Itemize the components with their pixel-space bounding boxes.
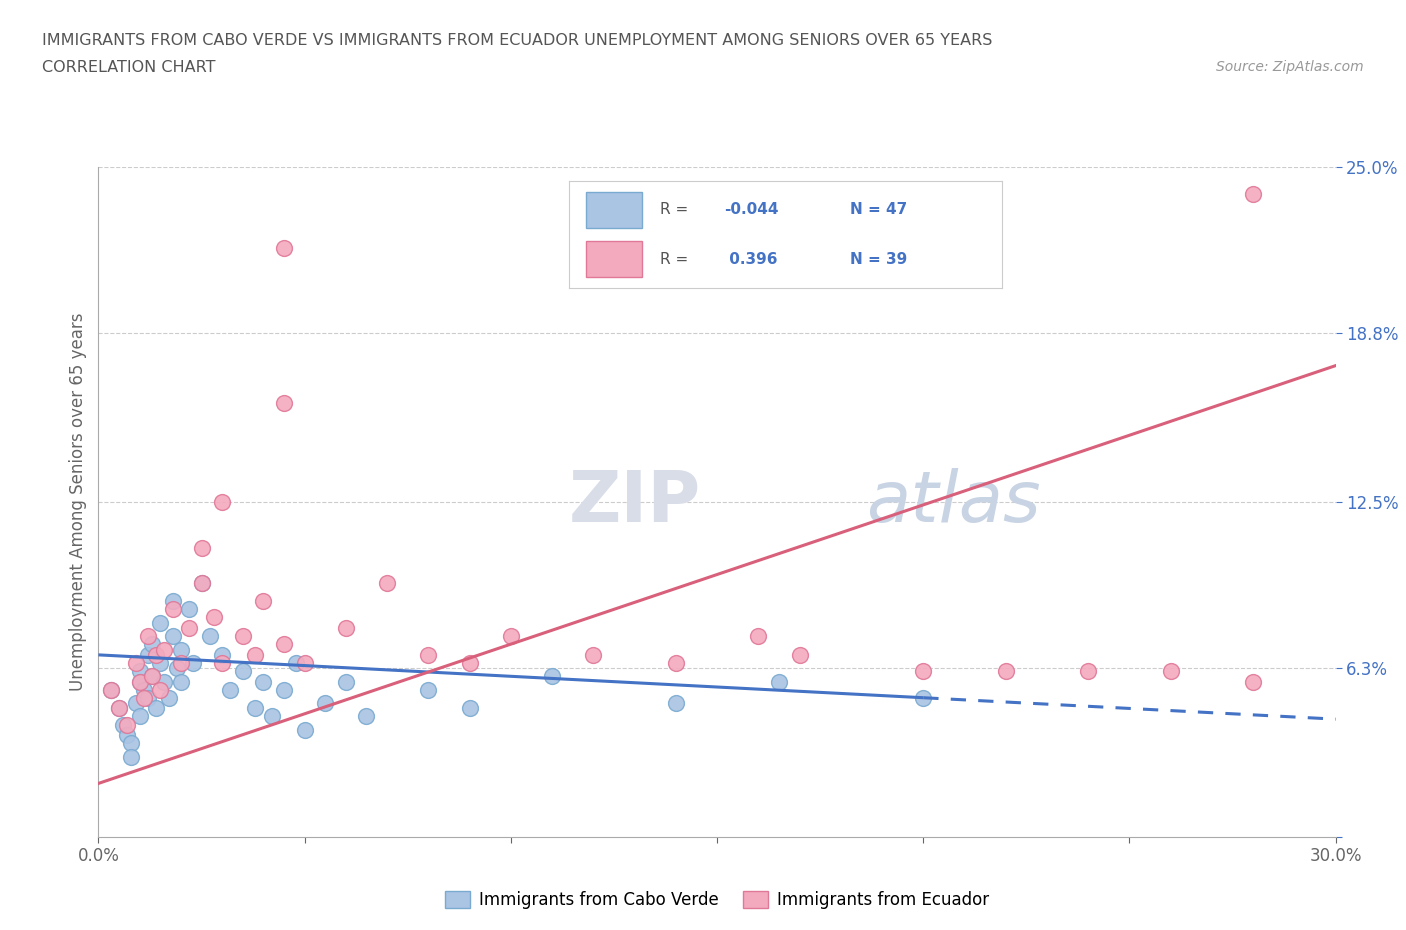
Point (243, 701, 266, 716)
Y-axis label: Unemployment Among Seniors over 65 years: Unemployment Among Seniors over 65 years (69, 313, 87, 691)
Point (211, 495, 233, 510)
Point (202, 610, 225, 625)
Point (124, 696, 146, 711)
Point (162, 594, 184, 609)
Point (145, 701, 167, 716)
Point (108, 701, 131, 716)
Point (219, 683, 242, 698)
Point (499, 629, 522, 644)
Point (179, 620, 201, 635)
Point (141, 669, 163, 684)
Point (112, 717, 135, 732)
Point (132, 683, 155, 698)
Point (912, 690, 935, 705)
Point (994, 663, 1017, 678)
Point (252, 594, 274, 609)
Point (170, 656, 193, 671)
Point (157, 690, 180, 705)
Point (582, 647, 605, 662)
Point (232, 629, 254, 644)
Point (1241, 674, 1264, 689)
Point (273, 395, 295, 410)
Point (294, 656, 316, 671)
Point (1160, 663, 1182, 678)
Point (128, 674, 150, 689)
Point (100, 683, 122, 698)
Point (541, 669, 564, 684)
Point (273, 637, 295, 652)
Point (166, 661, 188, 676)
Point (141, 637, 163, 652)
Point (145, 647, 167, 662)
Point (1077, 663, 1099, 678)
Point (260, 709, 283, 724)
Point (285, 656, 308, 671)
Text: Source: ZipAtlas.com: Source: ZipAtlas.com (1216, 60, 1364, 74)
Point (665, 696, 688, 711)
Point (912, 663, 935, 678)
Point (124, 656, 146, 671)
Point (190, 540, 212, 555)
Point (153, 674, 176, 689)
Point (190, 575, 212, 590)
Point (181, 656, 204, 671)
Point (252, 674, 274, 689)
Point (108, 701, 131, 716)
Point (117, 717, 139, 732)
Point (335, 674, 357, 689)
Point (170, 642, 193, 657)
Point (1241, 187, 1264, 202)
Point (458, 656, 481, 671)
Point (273, 240, 295, 255)
Point (665, 656, 688, 671)
Point (179, 602, 201, 617)
Point (120, 736, 142, 751)
Point (100, 683, 122, 698)
Point (232, 663, 254, 678)
Point (132, 690, 155, 705)
Point (211, 647, 233, 662)
Point (128, 663, 150, 678)
Text: atlas: atlas (866, 468, 1040, 537)
Point (418, 683, 440, 698)
Point (190, 575, 212, 590)
Point (335, 620, 357, 635)
Point (136, 629, 159, 644)
Point (136, 690, 159, 705)
Point (747, 629, 769, 644)
Point (170, 674, 193, 689)
Point (243, 647, 266, 662)
Point (789, 647, 811, 662)
Point (149, 683, 172, 698)
Point (162, 629, 184, 644)
Text: ZIP: ZIP (568, 468, 700, 537)
Point (198, 629, 221, 644)
Point (314, 696, 336, 711)
Point (162, 602, 184, 617)
Point (418, 647, 440, 662)
Point (136, 647, 159, 662)
Point (149, 616, 172, 631)
Point (375, 575, 398, 590)
Point (128, 674, 150, 689)
Point (141, 669, 163, 684)
Point (153, 642, 176, 657)
Point (273, 683, 295, 698)
Text: IMMIGRANTS FROM CABO VERDE VS IMMIGRANTS FROM ECUADOR UNEMPLOYMENT AMONG SENIORS: IMMIGRANTS FROM CABO VERDE VS IMMIGRANTS… (42, 33, 993, 47)
Point (356, 709, 378, 724)
Point (120, 750, 142, 764)
Point (458, 701, 481, 716)
Point (211, 656, 233, 671)
Point (128, 709, 150, 724)
Point (117, 728, 139, 743)
Text: CORRELATION CHART: CORRELATION CHART (42, 60, 215, 75)
Legend: Immigrants from Cabo Verde, Immigrants from Ecuador: Immigrants from Cabo Verde, Immigrants f… (439, 884, 995, 916)
Point (768, 674, 790, 689)
Point (149, 656, 172, 671)
Point (294, 723, 316, 737)
